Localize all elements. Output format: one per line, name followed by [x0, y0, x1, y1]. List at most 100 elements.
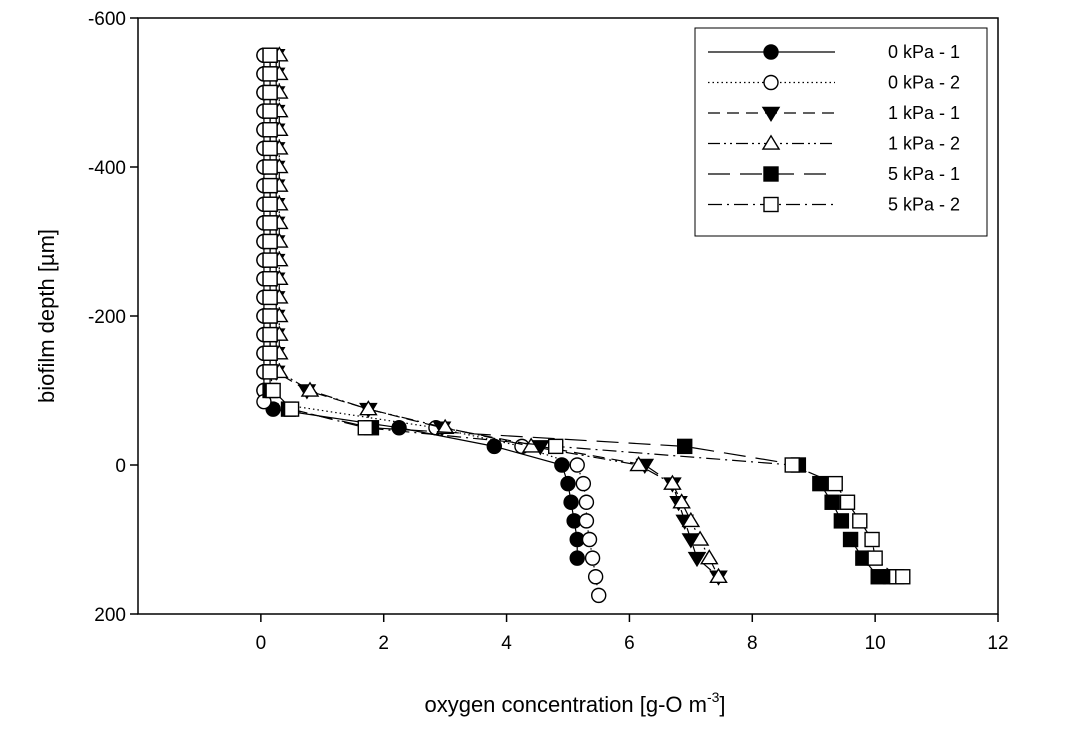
data-point [587, 569, 604, 585]
data-point [262, 103, 278, 119]
series-2 [256, 47, 607, 604]
data-point [262, 364, 278, 380]
data-point [262, 289, 278, 306]
data-point [763, 74, 779, 91]
data-point [833, 513, 850, 529]
data-point [575, 475, 592, 492]
x-axis: 0 2 4 6 8 10 12 [256, 614, 1009, 654]
legend-label: 0 kPa - 1 [888, 42, 960, 62]
series-line [278, 55, 720, 578]
data-point [672, 493, 691, 509]
data-point [824, 494, 840, 510]
data-point [569, 457, 585, 473]
legend-item: 5 kPa - 2 [708, 195, 960, 215]
data-point [584, 550, 601, 566]
series-line [275, 55, 719, 578]
data-point [262, 345, 278, 361]
data-point [812, 475, 828, 492]
series-line [263, 55, 600, 596]
data-point [827, 475, 843, 492]
data-point [629, 455, 648, 472]
x-axis-label-superscript: -3 [707, 689, 720, 705]
y-tick-label: 200 [94, 605, 126, 626]
data-point [262, 196, 278, 212]
series-line [263, 55, 578, 559]
series-3 [266, 48, 728, 586]
data-point [852, 513, 868, 529]
data-point [435, 418, 455, 435]
y-tick-label: -200 [88, 307, 126, 328]
data-point [864, 531, 880, 548]
series-6 [262, 47, 911, 585]
data-point [761, 134, 781, 150]
data-point [262, 271, 278, 287]
legend-label: 5 kPa - 2 [888, 195, 960, 215]
data-point [262, 215, 278, 231]
data-point [677, 438, 693, 455]
legend-item: 1 kPa - 2 [708, 134, 960, 154]
data-point [283, 401, 300, 417]
data-point [262, 122, 278, 138]
data-point [578, 513, 595, 529]
data-point [763, 196, 779, 213]
legend-item: 0 kPa - 2 [708, 73, 960, 93]
y-tick-label: -600 [88, 9, 126, 30]
data-point [486, 438, 502, 455]
data-point [581, 531, 598, 548]
legend-label: 0 kPa - 2 [888, 73, 960, 93]
legend-label: 1 kPa - 2 [888, 134, 960, 154]
data-point [681, 511, 701, 528]
data-point [300, 381, 320, 397]
legend-label: 1 kPa - 1 [888, 103, 960, 123]
series-4 [269, 46, 728, 584]
data-point [391, 420, 407, 436]
data-point [687, 551, 707, 568]
data-point [763, 44, 779, 60]
data-point [569, 550, 585, 566]
data-point [262, 252, 278, 268]
y-axis: -600 -400 -200 0 200 [88, 9, 138, 626]
legend-box [694, 27, 988, 237]
data-point [591, 587, 607, 604]
data-point [262, 140, 278, 157]
legend-item: 0 kPa - 1 [708, 42, 960, 62]
data-point [262, 177, 278, 194]
data-point [359, 400, 378, 416]
data-point [262, 326, 278, 343]
data-point [357, 420, 373, 436]
data-point [761, 106, 781, 123]
x-tick-label: 8 [747, 633, 758, 654]
y-tick-label: 0 [115, 456, 126, 477]
y-tick-label: -400 [88, 158, 126, 179]
x-tick-label: 4 [501, 633, 512, 654]
x-tick-label: 10 [865, 633, 886, 654]
x-tick-label: 6 [624, 633, 635, 654]
data-point [709, 567, 728, 584]
data-point [578, 494, 595, 510]
series-layer [256, 46, 911, 604]
data-point [262, 159, 278, 175]
data-point [895, 569, 911, 585]
data-point [262, 233, 278, 250]
x-tick-label: 2 [378, 633, 389, 654]
data-point [262, 47, 278, 63]
data-point [842, 531, 859, 548]
legend-item: 5 kPa - 1 [708, 164, 960, 184]
data-point [554, 457, 570, 473]
data-point [839, 494, 856, 510]
data-point [867, 550, 883, 566]
x-tick-label: 12 [987, 633, 1008, 654]
data-point [560, 475, 576, 492]
x-tick-label: 0 [256, 633, 267, 654]
data-point [262, 66, 278, 82]
data-point [784, 457, 800, 473]
data-point [663, 474, 682, 490]
x-axis-label: oxygen concentration [g-O m-3] [424, 689, 725, 717]
data-point [262, 84, 278, 101]
data-point [265, 382, 281, 399]
series-1 [256, 47, 585, 566]
legend-label: 5 kPa - 1 [888, 164, 960, 184]
data-point [763, 166, 779, 182]
data-point [548, 438, 564, 455]
